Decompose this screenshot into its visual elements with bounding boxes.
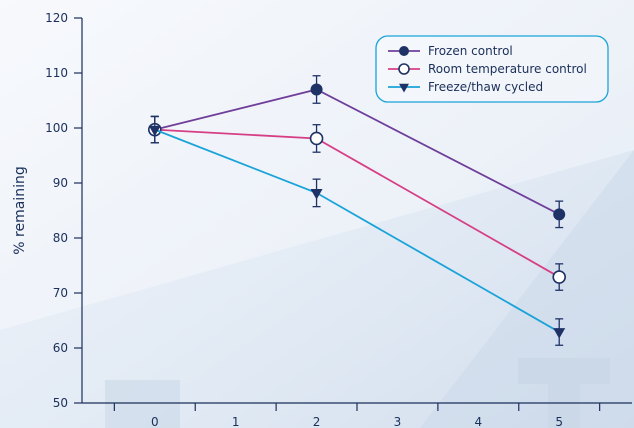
data-point (553, 328, 566, 339)
legend-swatch-marker (399, 83, 409, 93)
legend-label: Freeze/thaw cycled (428, 80, 543, 94)
data-point (310, 83, 323, 96)
y-tick-label: 70 (53, 286, 68, 300)
x-tick-label: 4 (475, 415, 483, 428)
x-tick-label: 2 (313, 415, 321, 428)
series-group (147, 75, 567, 346)
legend-swatch-marker (399, 46, 409, 56)
data-point (148, 125, 161, 137)
y-tick-label: 110 (45, 66, 68, 80)
legend-label: Frozen control (428, 44, 513, 58)
data-point (310, 188, 323, 200)
data-point (553, 208, 566, 221)
data-point (309, 131, 324, 146)
y-axis-label: % remaining (12, 166, 28, 254)
legend: Frozen control Room temperature control Fr… (375, 35, 609, 103)
x-tick-label: 1 (232, 415, 240, 428)
y-tick-label: 120 (45, 11, 68, 25)
y-tick-label: 60 (53, 341, 68, 355)
x-tick-label: 5 (555, 415, 563, 428)
legend-label: Room temperature control (428, 62, 587, 76)
legend-entry: Freeze/thaw cycled (388, 80, 543, 94)
background-block-right-stem (548, 384, 580, 428)
series-3 (148, 115, 566, 346)
background-light-band (0, 0, 634, 330)
axes: 50 60 70 80 90 100 110 120 0 1 2 3 4 5 % remaining (12, 11, 632, 428)
y-tick-label: 90 (53, 176, 68, 190)
legend-entry: Frozen control (388, 44, 513, 58)
y-tick-label: 100 (45, 121, 68, 135)
y-tick-label: 80 (53, 231, 68, 245)
background-block-right-top (518, 358, 610, 384)
x-tick-label: 3 (394, 415, 402, 428)
background-block-left (105, 380, 180, 428)
legend-box (375, 35, 609, 103)
legend-swatch-marker (398, 63, 410, 75)
legend-entry: Room temperature control (388, 62, 587, 76)
data-point (552, 270, 567, 284)
x-tick-label: 0 (151, 415, 159, 428)
y-tick-label: 50 (53, 396, 68, 410)
